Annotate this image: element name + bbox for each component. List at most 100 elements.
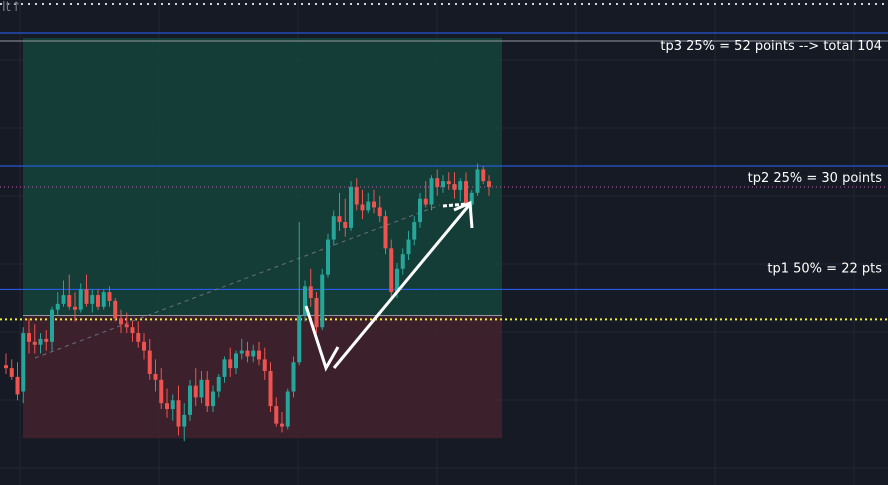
candle bbox=[27, 318, 31, 354]
candle bbox=[107, 286, 112, 307]
candle bbox=[458, 178, 463, 202]
candle bbox=[15, 362, 20, 401]
candle bbox=[4, 353, 8, 374]
dashed-trend-line[interactable] bbox=[34, 204, 441, 359]
candle bbox=[372, 189, 376, 214]
candle-body bbox=[170, 400, 175, 410]
candle bbox=[280, 411, 284, 433]
candle bbox=[84, 274, 89, 307]
candle-body bbox=[314, 298, 319, 328]
candle-body bbox=[165, 403, 169, 410]
candle-body bbox=[188, 385, 192, 415]
candle bbox=[326, 233, 330, 278]
candle-body bbox=[366, 201, 371, 211]
candle-body bbox=[458, 181, 463, 190]
candle-body bbox=[119, 318, 123, 325]
stop-loss-zone[interactable] bbox=[23, 315, 502, 439]
candle bbox=[297, 222, 302, 366]
candle-body bbox=[349, 186, 353, 228]
candle bbox=[435, 169, 440, 196]
candle-body bbox=[360, 204, 365, 211]
candle bbox=[44, 330, 49, 351]
candle bbox=[170, 394, 175, 421]
candle bbox=[234, 350, 238, 374]
candle bbox=[452, 172, 457, 199]
candle-body bbox=[377, 207, 382, 217]
candle-body bbox=[262, 359, 267, 372]
candle bbox=[96, 289, 100, 310]
candle-body bbox=[142, 341, 146, 351]
candle bbox=[360, 189, 365, 220]
level-labels: tp3 25% = 52 points --> total 104 tp2 25… bbox=[660, 39, 882, 276]
candle-body bbox=[67, 295, 72, 307]
candle bbox=[188, 379, 192, 421]
candle-body bbox=[4, 365, 8, 369]
candle-body bbox=[55, 303, 60, 310]
candle-body bbox=[228, 359, 233, 369]
candle-body bbox=[464, 181, 468, 205]
down-arrow bbox=[304, 305, 340, 372]
drawn-arrows[interactable] bbox=[304, 200, 474, 372]
candle bbox=[481, 166, 486, 185]
candle bbox=[222, 356, 227, 383]
candle bbox=[90, 289, 95, 313]
candle bbox=[199, 371, 204, 404]
candle bbox=[32, 324, 37, 354]
candle-body bbox=[297, 315, 302, 363]
candle bbox=[441, 175, 445, 193]
candle bbox=[412, 216, 417, 246]
corner-indicator: lt↑ bbox=[2, 0, 22, 15]
candle bbox=[182, 403, 187, 442]
candle bbox=[176, 385, 181, 436]
candle-body bbox=[222, 359, 227, 377]
candle bbox=[67, 274, 72, 310]
candle-body bbox=[285, 391, 290, 427]
candle bbox=[216, 373, 221, 398]
candle bbox=[205, 371, 210, 412]
candle bbox=[193, 368, 198, 407]
profit-target-zone[interactable] bbox=[23, 37, 502, 316]
candle-body bbox=[96, 295, 100, 307]
candle-body bbox=[211, 391, 215, 407]
candle-body bbox=[274, 406, 279, 424]
candle-body bbox=[257, 350, 261, 360]
candle-body bbox=[406, 239, 411, 255]
candle bbox=[101, 289, 106, 310]
candle-body bbox=[15, 376, 20, 395]
candle-body bbox=[193, 385, 198, 398]
candle bbox=[475, 163, 480, 196]
candle bbox=[130, 321, 135, 342]
candle bbox=[406, 230, 411, 261]
candle bbox=[349, 181, 353, 231]
tp1-label: tp1 50% = 22 pts bbox=[767, 261, 882, 276]
candle-body bbox=[280, 423, 284, 427]
candle-body bbox=[50, 309, 54, 342]
candle bbox=[78, 283, 83, 313]
candle bbox=[308, 268, 313, 307]
candle-body bbox=[251, 350, 256, 357]
candle bbox=[153, 359, 158, 392]
short-dashed-arrow bbox=[442, 202, 467, 208]
tp2-label: tp2 25% = 30 points bbox=[748, 171, 883, 186]
candle bbox=[124, 312, 129, 334]
candle-body bbox=[446, 181, 451, 185]
candle-body bbox=[124, 324, 129, 328]
candle bbox=[38, 333, 43, 354]
candle bbox=[50, 306, 54, 351]
candle bbox=[383, 210, 388, 255]
candle bbox=[285, 388, 290, 430]
candle-body bbox=[44, 338, 49, 342]
level-lines bbox=[0, 3, 888, 321]
candle-body bbox=[136, 333, 141, 342]
candle bbox=[119, 309, 123, 334]
candle-body bbox=[452, 184, 457, 190]
candle bbox=[21, 327, 26, 404]
candle bbox=[245, 341, 250, 363]
candle bbox=[418, 192, 422, 228]
candle bbox=[211, 385, 215, 412]
candle-body bbox=[372, 201, 376, 208]
candle bbox=[268, 362, 273, 412]
candle-body bbox=[435, 178, 440, 187]
